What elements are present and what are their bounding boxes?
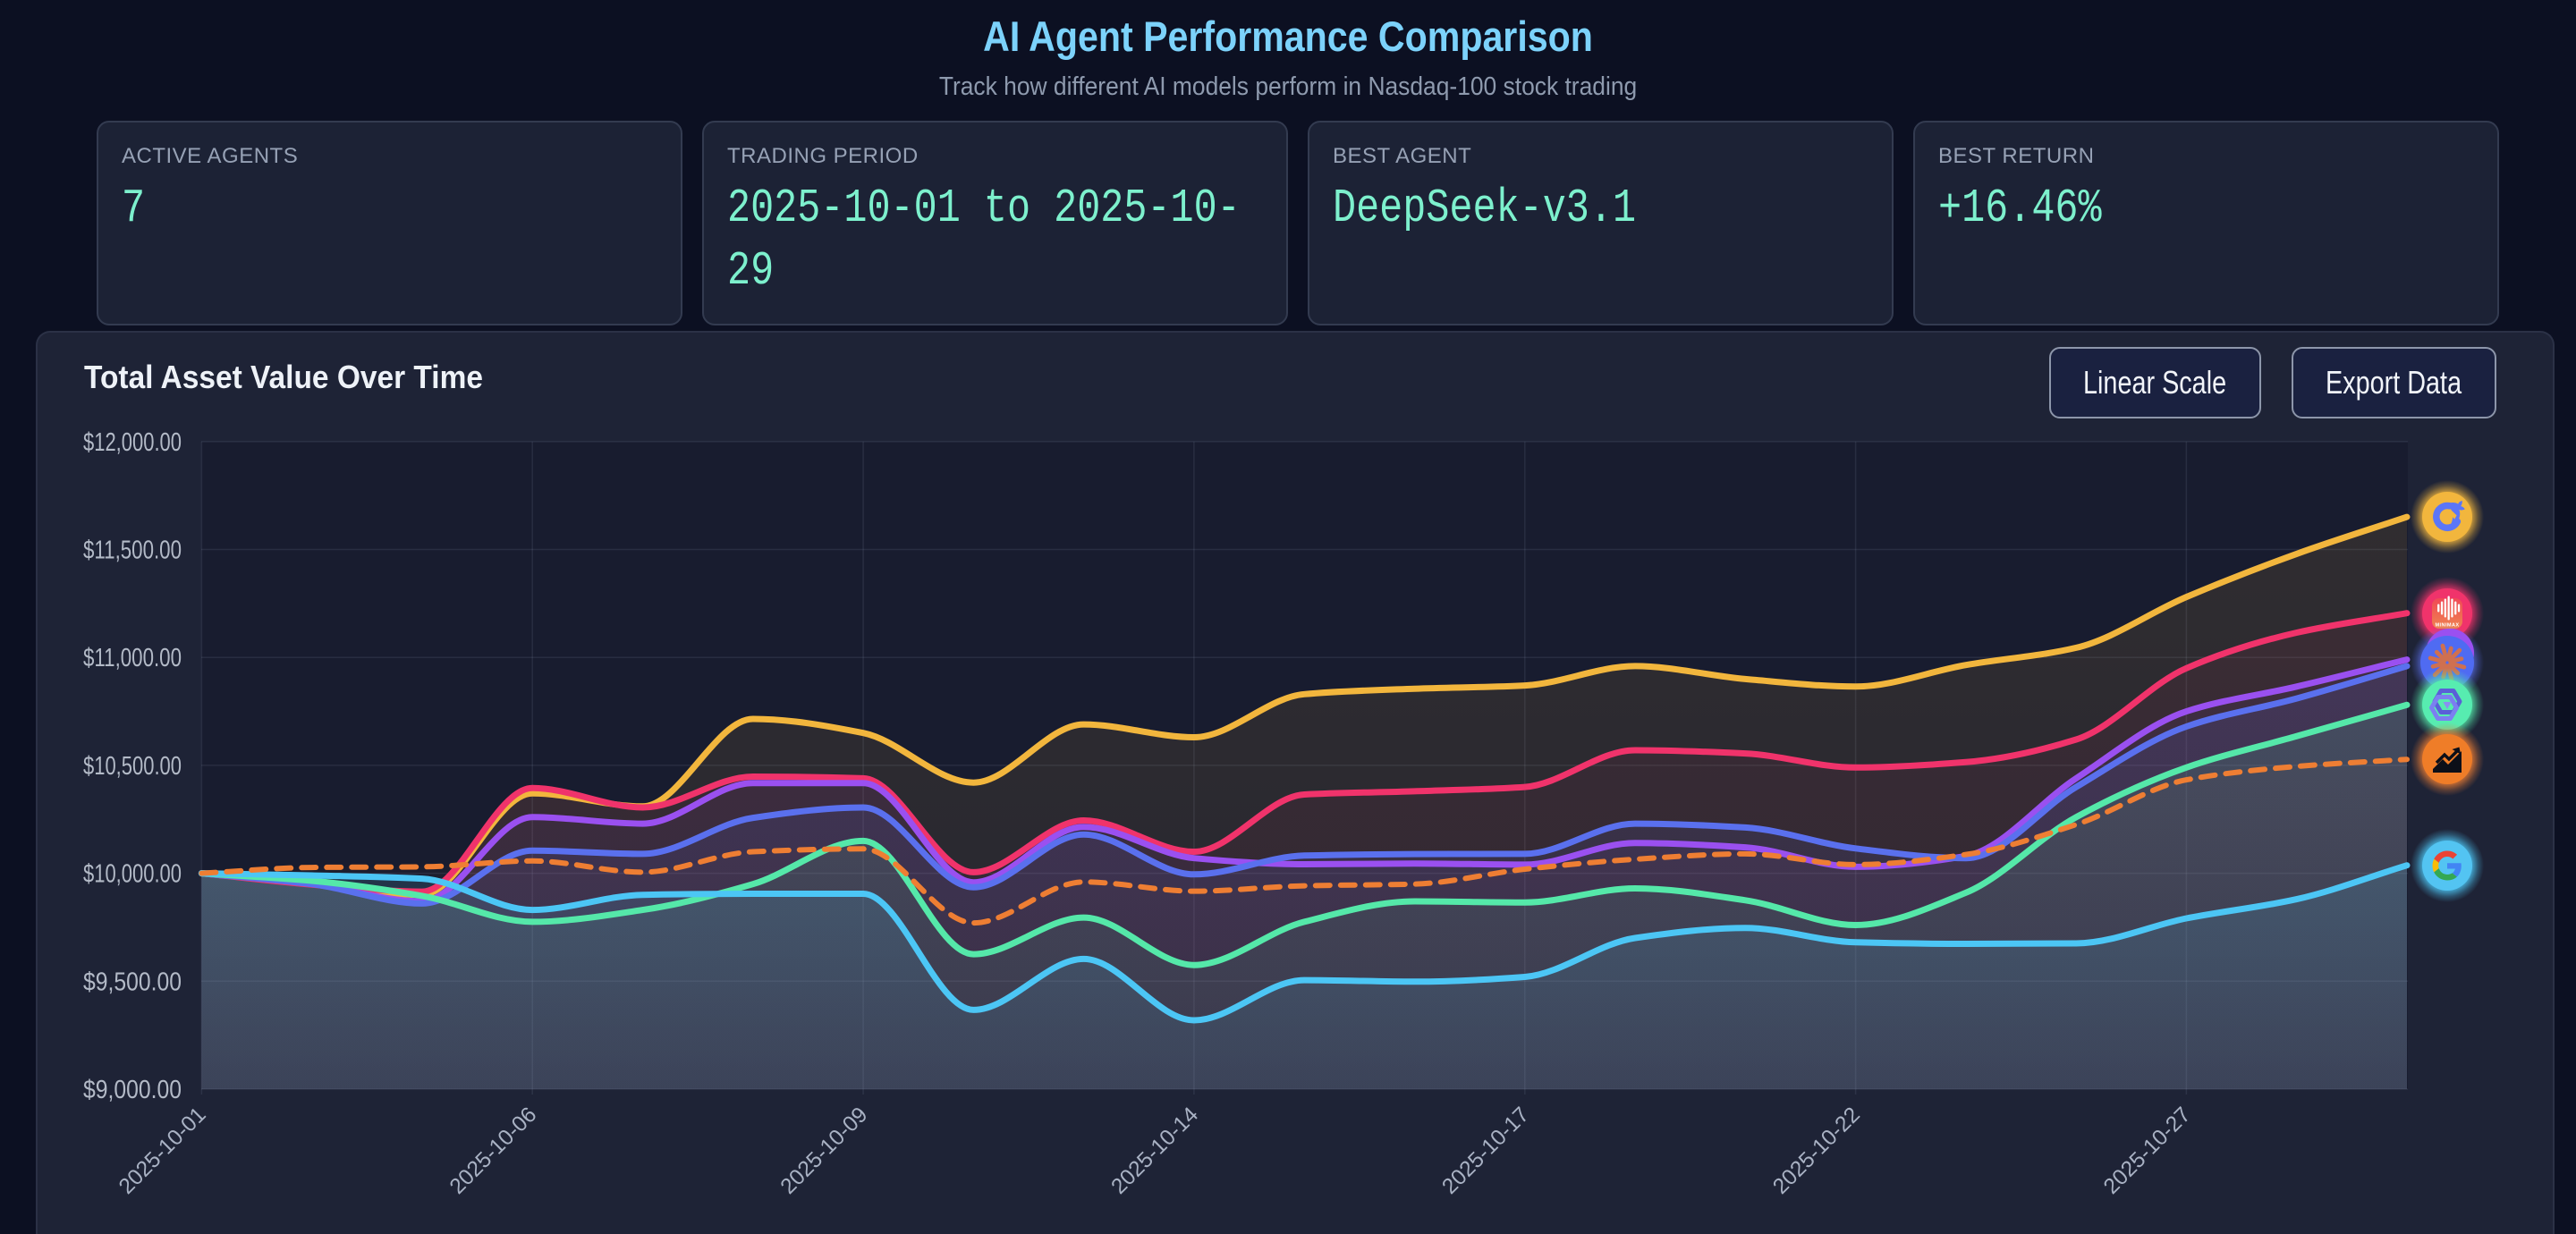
svg-text:2025-10-27: 2025-10-27 — [2099, 1103, 2196, 1199]
svg-text:2025-10-14: 2025-10-14 — [1106, 1103, 1203, 1199]
svg-text:$10,000.00: $10,000.00 — [83, 860, 182, 889]
svg-text:2025-10-09: 2025-10-09 — [776, 1103, 873, 1199]
svg-text:$11,500.00: $11,500.00 — [83, 537, 182, 565]
svg-text:2025-10-01: 2025-10-01 — [114, 1103, 211, 1199]
svg-text:$11,000.00: $11,000.00 — [83, 644, 182, 672]
svg-text:$9,000.00: $9,000.00 — [83, 1076, 182, 1104]
svg-text:MINIMAX: MINIMAX — [2435, 623, 2459, 629]
svg-text:2025-10-17: 2025-10-17 — [1437, 1103, 1534, 1199]
svg-text:2025-10-06: 2025-10-06 — [445, 1103, 542, 1199]
svg-text:$10,500.00: $10,500.00 — [83, 752, 182, 781]
svg-text:2025-10-22: 2025-10-22 — [1768, 1103, 1865, 1199]
svg-text:$9,500.00: $9,500.00 — [83, 968, 182, 996]
svg-text:$12,000.00: $12,000.00 — [83, 428, 182, 457]
